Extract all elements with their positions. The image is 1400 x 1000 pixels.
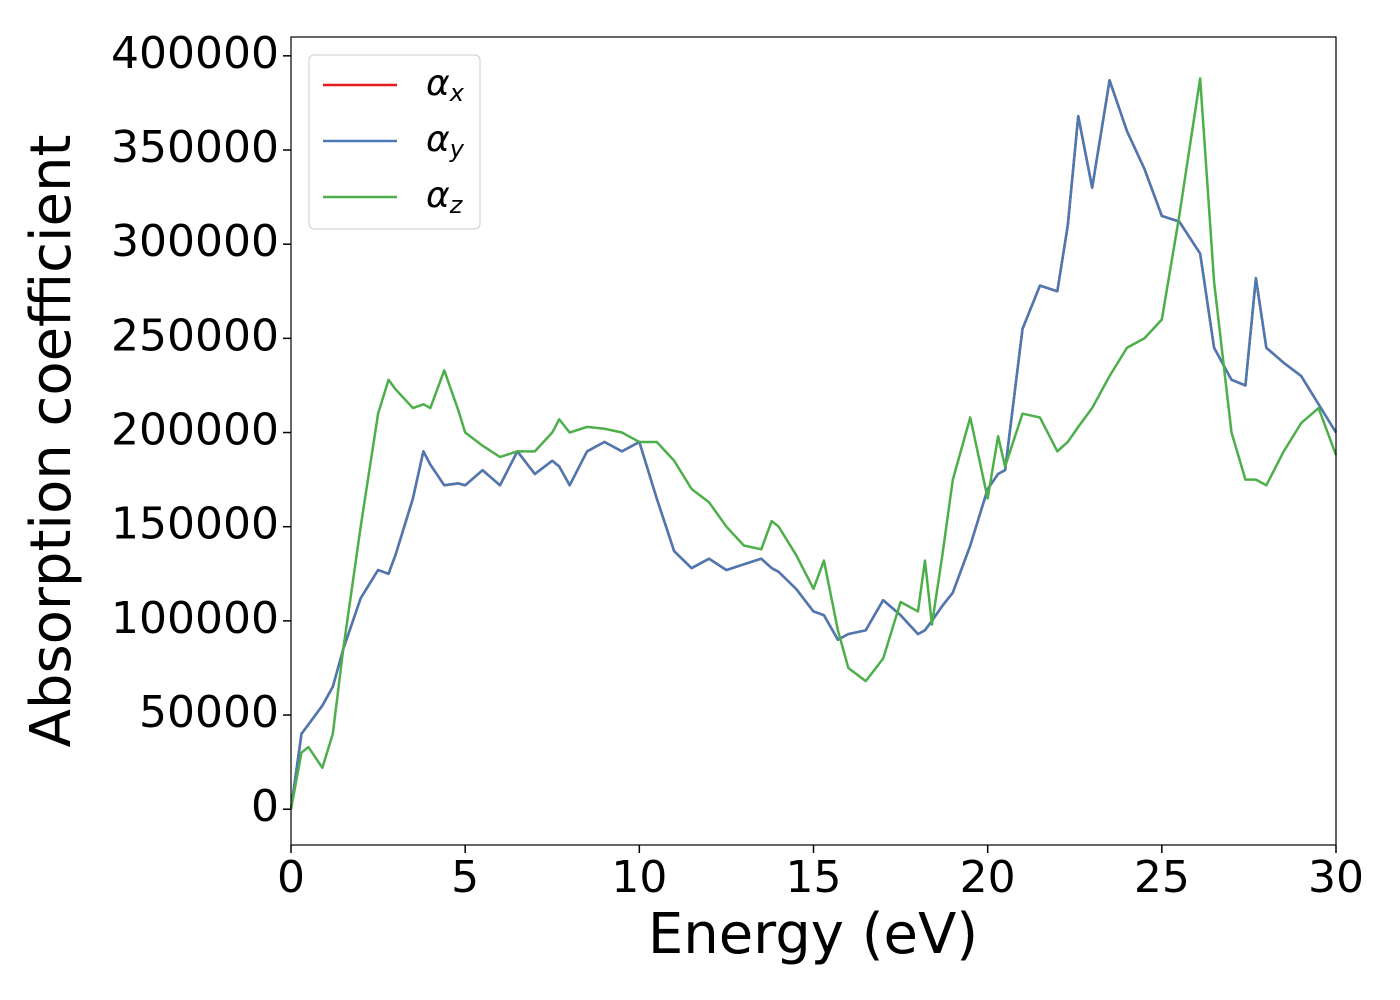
y-tick-label: 400000	[111, 28, 279, 79]
x-tick-label: 0	[277, 852, 305, 903]
y-tick-label: 0	[251, 781, 279, 832]
y-axis-label: Absorption coefficient	[19, 135, 84, 748]
data-line	[289, 79, 1338, 810]
data-line	[289, 77, 1338, 810]
y-tick-label: 300000	[111, 216, 279, 267]
x-tick-label: 10	[611, 852, 667, 903]
x-axis-label: Energy (eV)	[648, 902, 978, 967]
plot-frame	[290, 36, 1337, 846]
legend-label: αz	[426, 175, 464, 219]
x-tick-label: 25	[1134, 852, 1190, 903]
legend-label: αx	[426, 63, 465, 107]
legend-label: αy	[426, 119, 465, 163]
x-tick-label: 30	[1308, 852, 1364, 903]
y-tick-label: 150000	[111, 499, 279, 550]
y-tick-label: 200000	[111, 405, 279, 456]
y-tick-label: 250000	[111, 310, 279, 361]
x-tick-label: 20	[960, 852, 1016, 903]
y-tick-label: 350000	[111, 122, 279, 173]
x-tick-label: 5	[451, 852, 479, 903]
x-tick-label: 15	[786, 852, 842, 903]
y-tick-label: 100000	[111, 593, 279, 644]
y-tick-label: 50000	[139, 687, 279, 738]
